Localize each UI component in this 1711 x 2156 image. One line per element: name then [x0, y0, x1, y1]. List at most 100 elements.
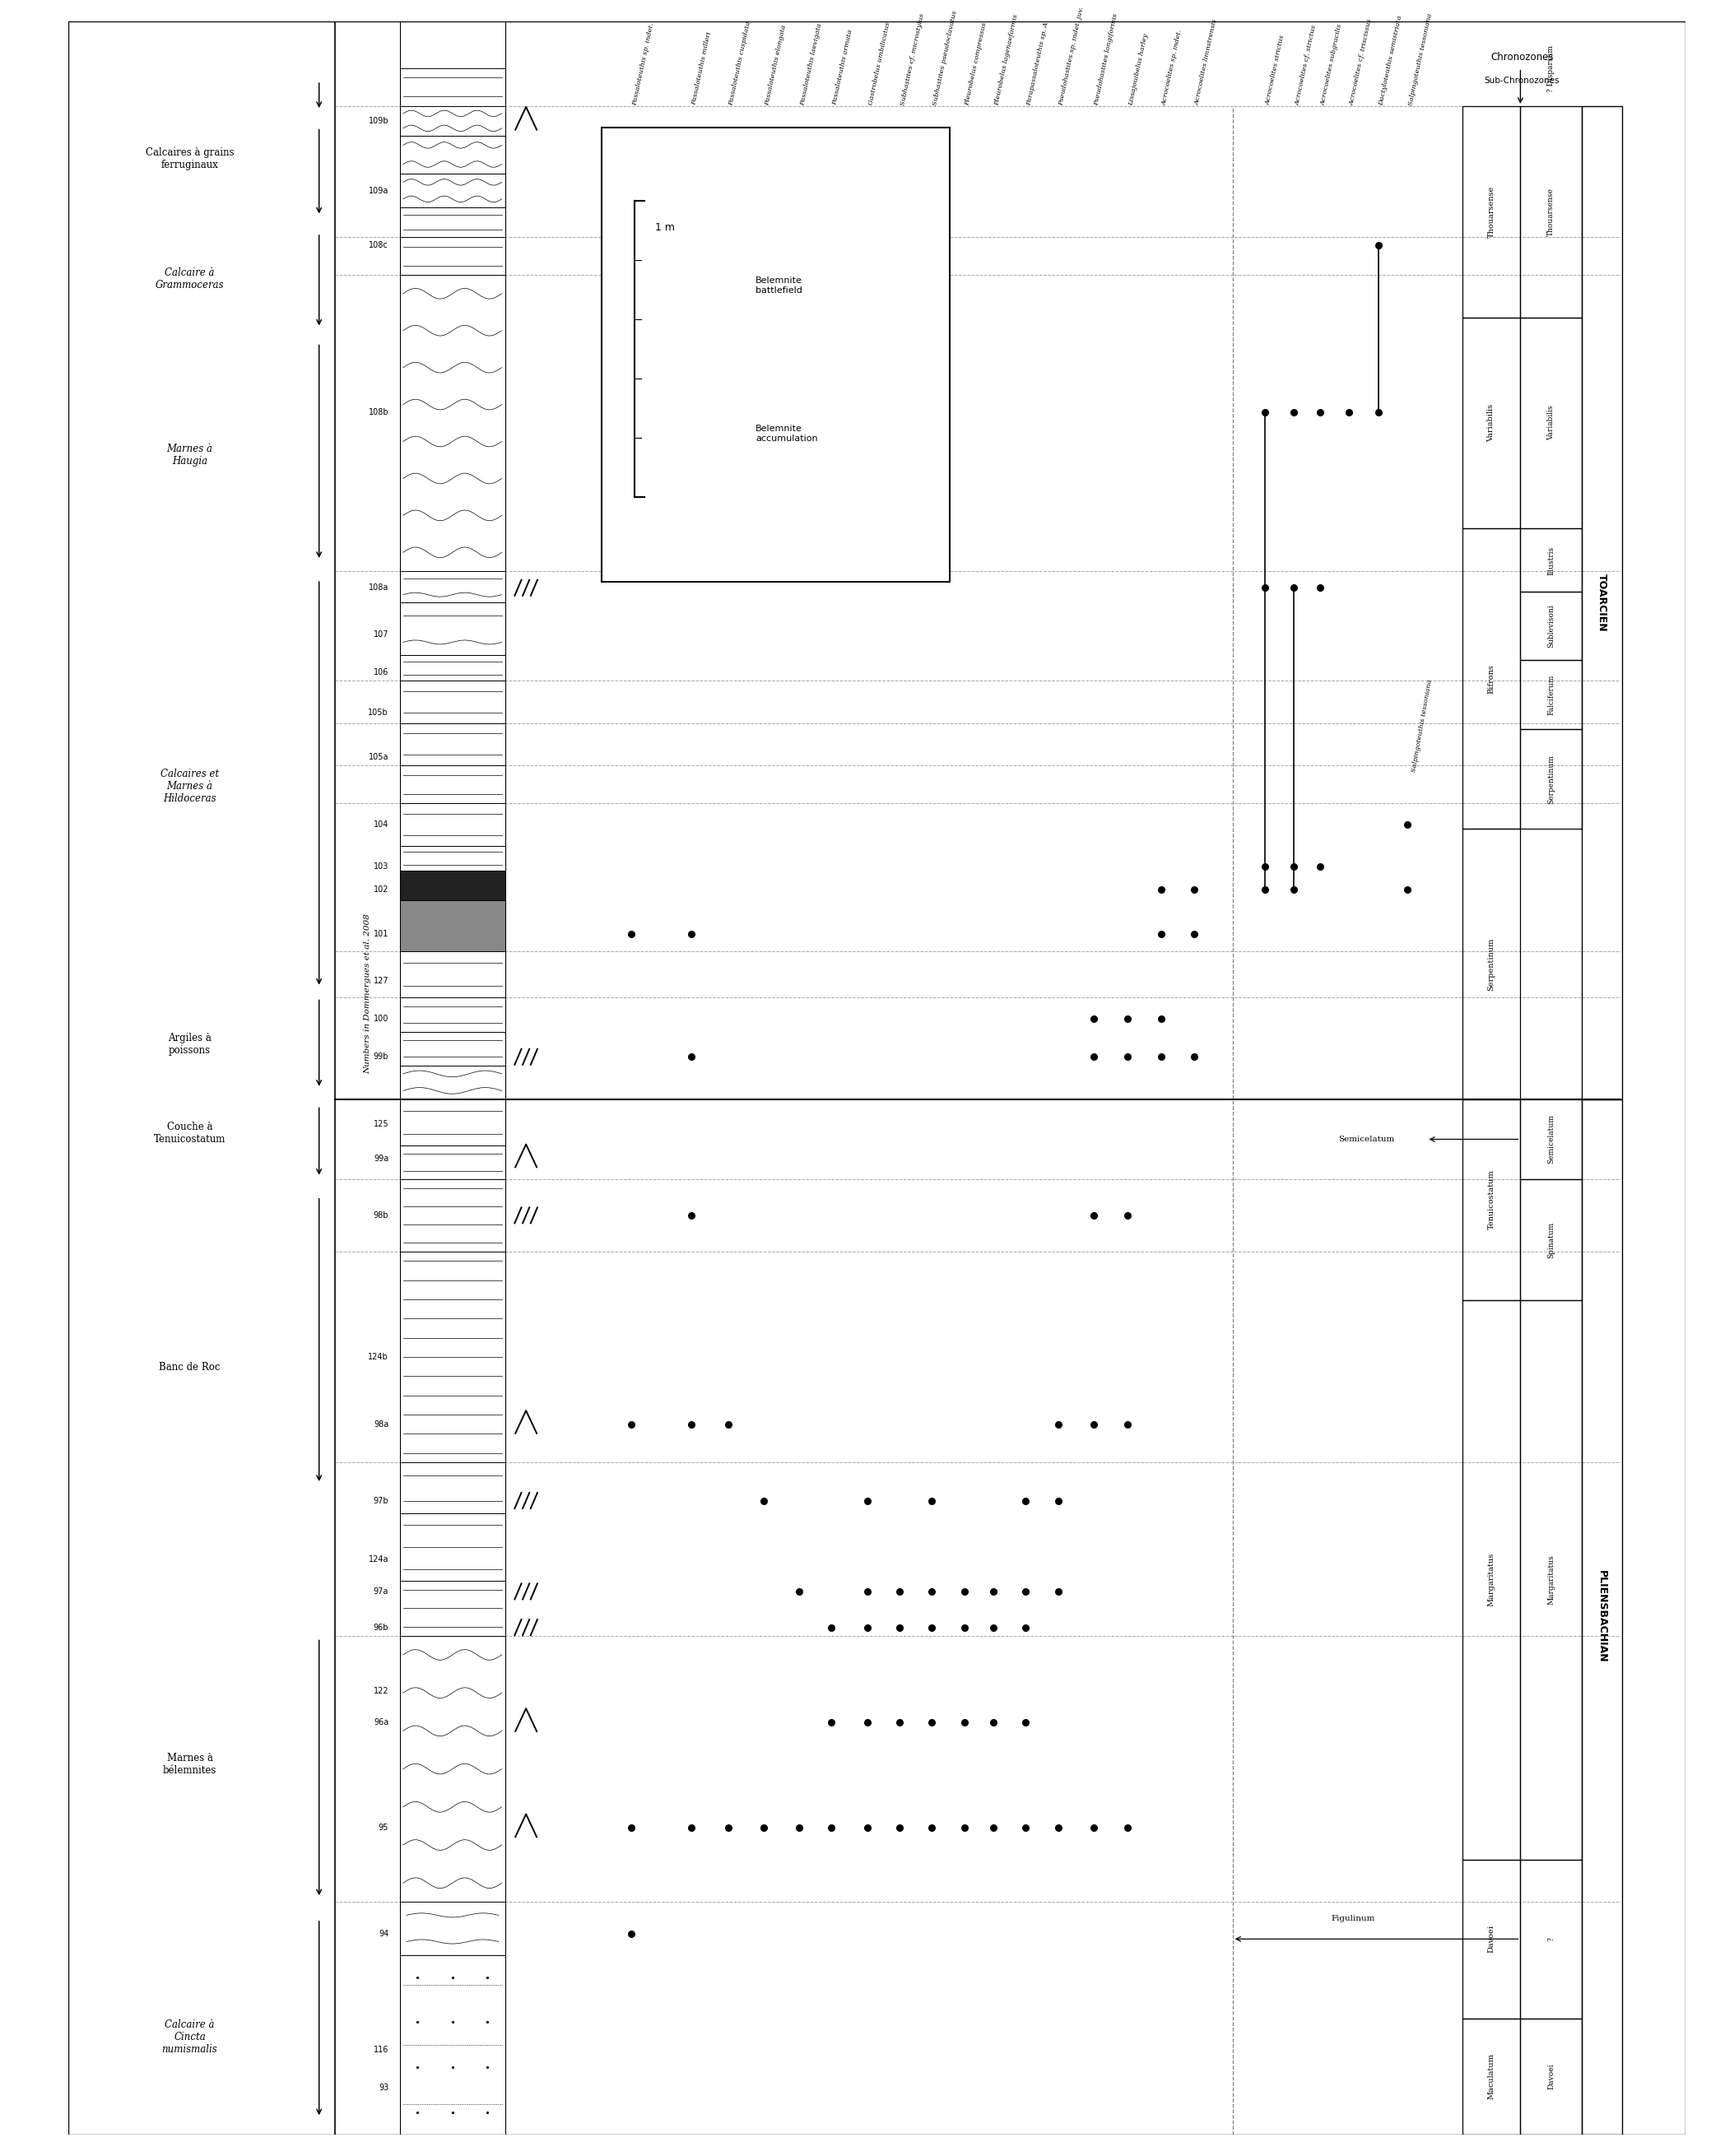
- Text: Sub-Chronozones: Sub-Chronozones: [1485, 78, 1560, 84]
- Text: 127: 127: [373, 977, 388, 985]
- Text: Belemnite
accumulation: Belemnite accumulation: [756, 425, 818, 442]
- Bar: [1463, 528, 1521, 828]
- Text: ? Disparsum: ? Disparsum: [1547, 45, 1555, 93]
- Bar: [1463, 106, 1521, 317]
- Bar: [400, 237, 505, 276]
- Text: Illustris: Illustris: [1547, 545, 1555, 576]
- Text: 94: 94: [378, 1930, 388, 1938]
- Text: Subhastites pseudoclavatus: Subhastites pseudoclavatus: [932, 11, 958, 106]
- Bar: [400, 1250, 505, 1462]
- Bar: [400, 1955, 505, 2134]
- Text: Passaloteuthis milleri: Passaloteuthis milleri: [691, 32, 713, 106]
- Text: Variabilis: Variabilis: [1547, 405, 1555, 440]
- Text: Marnes à
bélemnites: Marnes à bélemnites: [163, 1753, 217, 1777]
- Text: 105b: 105b: [368, 709, 388, 716]
- Text: Belemnite
battlefield: Belemnite battlefield: [756, 276, 802, 295]
- Bar: [1521, 106, 1583, 317]
- Bar: [1521, 1300, 1583, 1861]
- Text: 99a: 99a: [373, 1153, 388, 1162]
- Text: Maculatum: Maculatum: [1487, 2053, 1495, 2100]
- Text: Dactyloteuthis semistriata: Dactyloteuthis semistriata: [1377, 15, 1403, 106]
- Bar: [400, 1636, 505, 1902]
- Text: 103: 103: [373, 862, 388, 871]
- Bar: [400, 901, 505, 951]
- Text: Passaloteuthis laevigata: Passaloteuthis laevigata: [799, 22, 823, 106]
- Text: Margaritatus: Margaritatus: [1487, 1552, 1495, 1606]
- Text: Variabilis: Variabilis: [1487, 403, 1495, 442]
- Text: Chronozones: Chronozones: [1490, 52, 1554, 63]
- Text: Thouarsense: Thouarsense: [1547, 188, 1555, 235]
- Bar: [400, 69, 505, 106]
- Bar: [1463, 1100, 1521, 1300]
- Text: Pseudohastites longiformis: Pseudohastites longiformis: [1093, 13, 1119, 106]
- Text: Semicelatum: Semicelatum: [1547, 1115, 1555, 1164]
- Text: Falciferum: Falciferum: [1547, 675, 1555, 716]
- Text: 108b: 108b: [368, 407, 388, 416]
- Text: 101: 101: [373, 929, 388, 938]
- Bar: [1583, 106, 1622, 1100]
- Text: 109b: 109b: [368, 116, 388, 125]
- Bar: [400, 571, 505, 602]
- Bar: [1583, 1100, 1622, 2134]
- Text: Calcaire à
Grammoceras: Calcaire à Grammoceras: [156, 267, 224, 291]
- Bar: [1521, 1179, 1583, 1300]
- Text: 107: 107: [373, 630, 388, 638]
- Bar: [400, 951, 505, 998]
- Text: 108c: 108c: [370, 241, 388, 250]
- Bar: [400, 136, 505, 175]
- Bar: [400, 1514, 505, 1580]
- Text: 100: 100: [373, 1015, 388, 1022]
- Text: 1 m: 1 m: [655, 222, 676, 233]
- Bar: [400, 655, 505, 681]
- Bar: [400, 1065, 505, 1100]
- Text: 98a: 98a: [373, 1421, 388, 1429]
- Bar: [400, 681, 505, 722]
- Text: Spinatum: Spinatum: [1547, 1222, 1555, 1257]
- Bar: [1463, 1861, 1521, 2018]
- Bar: [400, 998, 505, 1031]
- Text: Subhastites cf. microstylus: Subhastites cf. microstylus: [900, 13, 926, 106]
- Text: Lissajouibelus harley: Lissajouibelus harley: [1128, 32, 1150, 106]
- Text: 93: 93: [378, 2085, 388, 2091]
- Text: Banc de Roc: Banc de Roc: [159, 1363, 221, 1373]
- Text: Tenuicostatum: Tenuicostatum: [1487, 1169, 1495, 1229]
- Text: 97b: 97b: [373, 1496, 388, 1505]
- Text: Gastrobelus umbilicatus: Gastrobelus umbilicatus: [867, 22, 891, 106]
- Text: 104: 104: [373, 819, 388, 828]
- Text: Pseudohastites sp. indet. juv.: Pseudohastites sp. indet. juv.: [1057, 6, 1085, 106]
- Text: Marnes à
Haugia: Marnes à Haugia: [166, 444, 212, 466]
- Bar: [1521, 593, 1583, 660]
- Text: Couche à
Tenuicostatum: Couche à Tenuicostatum: [154, 1121, 226, 1145]
- Bar: [1463, 1300, 1521, 1861]
- Text: TOARCIEN: TOARCIEN: [1596, 573, 1607, 632]
- Text: Pleurobelus lagenaeformis: Pleurobelus lagenaeformis: [994, 13, 1020, 106]
- Text: Passaloteuthis armata: Passaloteuthis armata: [832, 30, 854, 106]
- Bar: [400, 765, 505, 804]
- Bar: [1521, 317, 1583, 528]
- Text: Semicelatum: Semicelatum: [1338, 1136, 1394, 1143]
- Text: Calcaires et
Marnes à
Hildoceras: Calcaires et Marnes à Hildoceras: [161, 770, 219, 804]
- Text: Calcaires à grains
ferruginaux: Calcaires à grains ferruginaux: [145, 147, 234, 170]
- Bar: [400, 276, 505, 571]
- Bar: [400, 804, 505, 845]
- Text: Acrocoelites subgracilis: Acrocoelites subgracilis: [1319, 24, 1343, 106]
- Bar: [400, 106, 505, 136]
- Text: 105a: 105a: [368, 752, 388, 761]
- Text: 108a: 108a: [368, 584, 388, 593]
- Bar: [400, 1580, 505, 1636]
- Bar: [400, 1031, 505, 1065]
- Text: 96a: 96a: [373, 1718, 388, 1727]
- Text: Salpingoteuthis tessoniana: Salpingoteuthis tessoniana: [1406, 13, 1434, 106]
- Text: Parapassaloteuthis sp. A: Parapassaloteuthis sp. A: [1025, 22, 1051, 106]
- Text: 99b: 99b: [373, 1052, 388, 1061]
- Text: Davoei: Davoei: [1547, 2063, 1555, 2089]
- Text: Serpentinum: Serpentinum: [1547, 755, 1555, 804]
- Text: PLIENSBACHIAN: PLIENSBACHIAN: [1596, 1570, 1607, 1662]
- Text: 96b: 96b: [373, 1623, 388, 1632]
- Bar: [400, 1179, 505, 1250]
- Text: Sublevisoni: Sublevisoni: [1547, 604, 1555, 647]
- Text: Acrocoelites strictus: Acrocoelites strictus: [1264, 34, 1287, 106]
- Text: 97a: 97a: [373, 1587, 388, 1595]
- Text: Salpingoteuthis tessoniana: Salpingoteuthis tessoniana: [1410, 679, 1434, 772]
- Text: Passaloteuthis cuspidata: Passaloteuthis cuspidata: [729, 22, 753, 106]
